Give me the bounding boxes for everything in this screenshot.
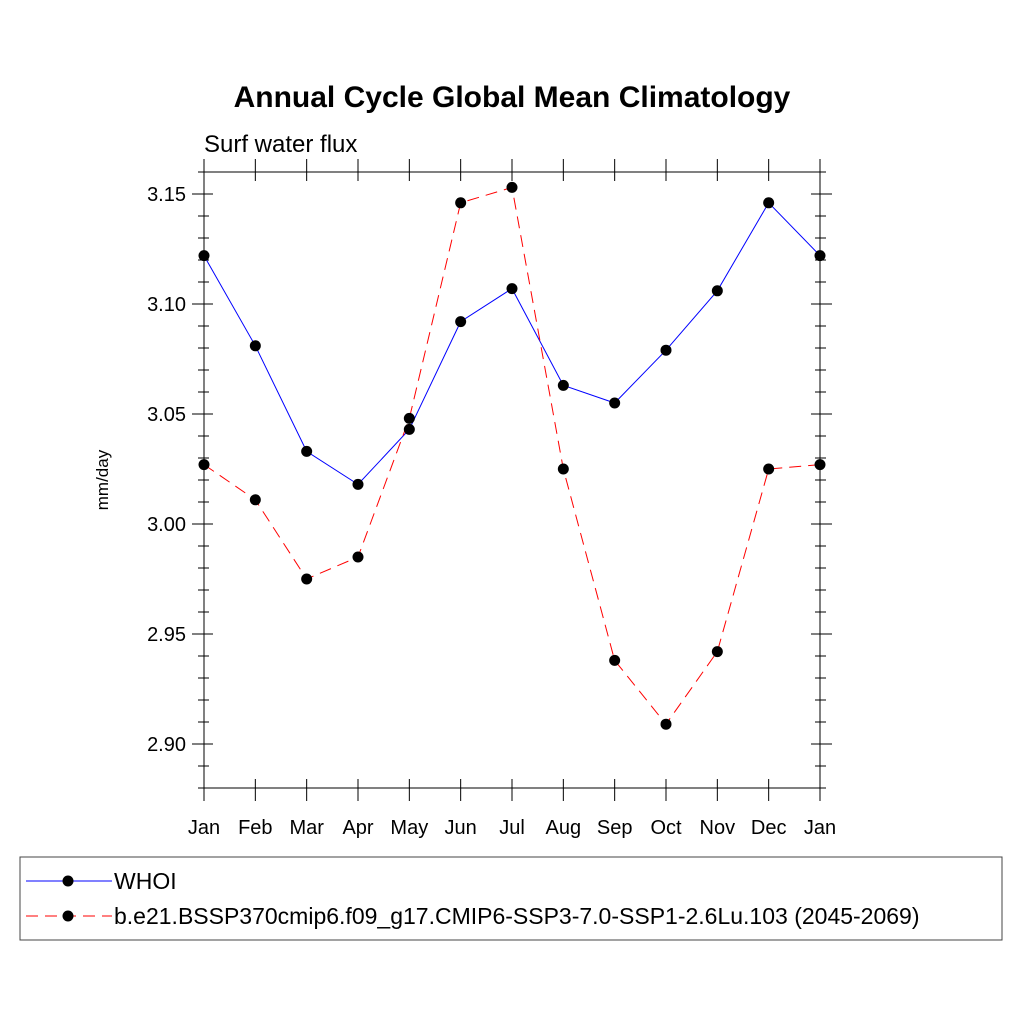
legend-marker-1 [62, 910, 74, 922]
axis-ticks [192, 159, 832, 801]
data-point-s0-7 [557, 379, 569, 391]
chart-subtitle: Surf water flux [204, 131, 357, 158]
data-point-s1-8 [609, 654, 621, 666]
x-tick-label: Jun [445, 817, 477, 839]
legend-label-0: WHOI [114, 868, 177, 894]
data-point-s0-11 [763, 197, 775, 209]
y-tick-label: 2.90 [147, 734, 186, 756]
data-point-s0-2 [301, 445, 313, 457]
y-axis-label: mm/day [93, 449, 112, 510]
x-tick-label: Aug [546, 817, 582, 839]
x-tick-label: Dec [751, 817, 787, 839]
y-tick-labels: 3.15 3.10 3.05 3.00 2.95 2.90 [147, 184, 186, 756]
x-tick-label: Sep [597, 817, 633, 839]
data-point-s0-4 [403, 423, 415, 435]
data-point-s0-6 [506, 283, 518, 295]
x-tick-label: May [390, 817, 428, 839]
data-point-s0-9 [660, 344, 672, 356]
y-tick-label: 3.00 [147, 514, 186, 536]
data-point-s0-5 [455, 316, 467, 328]
data-point-s1-6 [506, 181, 518, 193]
data-point-s0-10 [711, 285, 723, 297]
x-tick-label: Feb [238, 817, 272, 839]
plot-frame [203, 171, 821, 789]
series-layer [198, 181, 826, 730]
data-point-s1-0 [198, 459, 210, 471]
data-point-s1-2 [301, 573, 313, 585]
x-tick-label: Nov [700, 817, 736, 839]
data-point-s0-3 [352, 478, 364, 490]
legend-label-1: b.e21.BSSP370cmip6.f09_g17.CMIP6-SSP3-7.… [114, 903, 920, 929]
x-tick-label: Jan [804, 817, 836, 839]
data-point-s1-5 [455, 197, 467, 209]
y-tick-label: 2.95 [147, 624, 186, 646]
legend: WHOI b.e21.BSSP370cmip6.f09_g17.CMIP6-SSP… [26, 868, 920, 929]
data-point-s1-4 [403, 412, 415, 424]
data-point-s1-10 [711, 646, 723, 658]
legend-marker-0 [62, 875, 74, 887]
data-point-s1-11 [763, 463, 775, 475]
x-tick-label: Apr [342, 817, 373, 839]
x-tick-label: Mar [289, 817, 324, 839]
y-tick-label: 3.05 [147, 404, 186, 426]
y-tick-label: 3.10 [147, 294, 186, 316]
x-tick-label: Oct [650, 817, 682, 839]
data-point-s1-9 [660, 718, 672, 730]
series-line-1 [203, 186, 821, 726]
series-line-0 [203, 201, 821, 486]
data-point-s1-12 [814, 459, 826, 471]
x-tick-label: Jul [499, 817, 525, 839]
data-point-s0-1 [249, 340, 261, 352]
y-tick-label: 3.15 [147, 184, 186, 206]
x-tick-labels: Jan Feb Mar Apr May Jun Jul Aug Sep Oct Nov Dec Jan [188, 817, 836, 839]
data-point-s1-7 [557, 463, 569, 475]
data-point-s1-3 [352, 551, 364, 563]
data-point-s0-0 [198, 250, 210, 262]
legend-box [19, 856, 1003, 941]
x-tick-label: Jan [188, 817, 220, 839]
data-point-s0-12 [814, 250, 826, 262]
data-point-s1-1 [249, 494, 261, 506]
chart-title: Annual Cycle Global Mean Climatology [234, 81, 791, 114]
data-point-s0-8 [609, 397, 621, 409]
